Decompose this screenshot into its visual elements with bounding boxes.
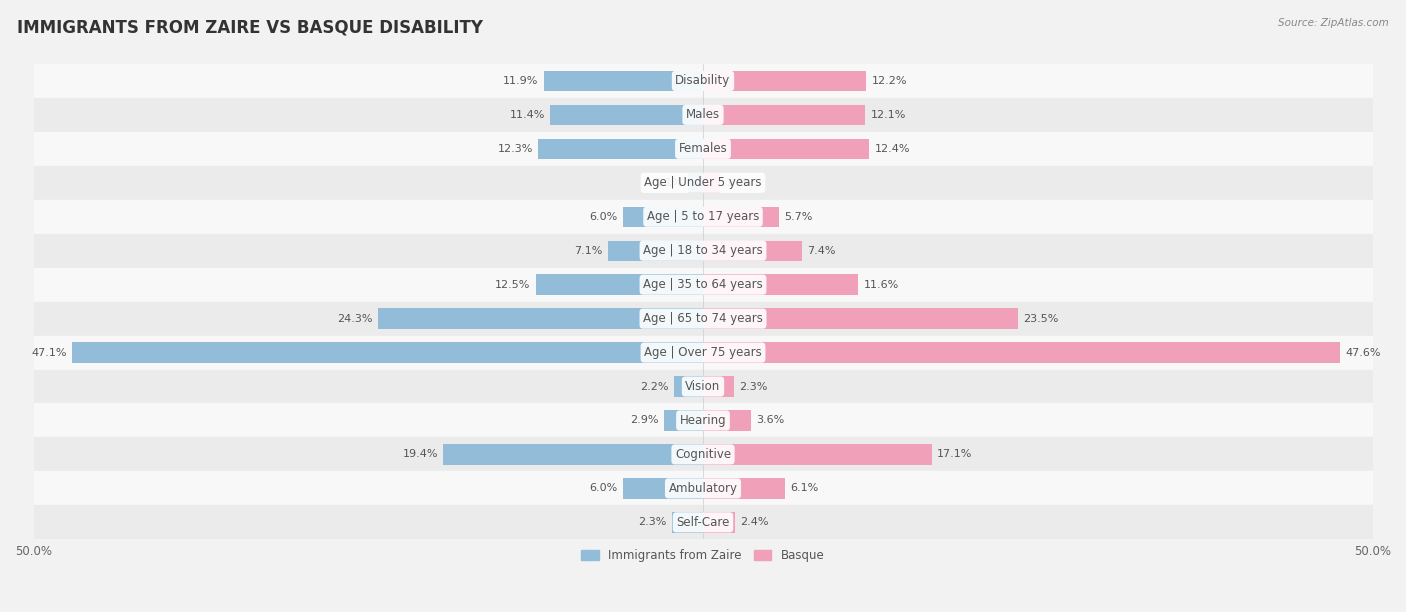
Bar	[443, 444, 703, 465]
Text: Age | Over 75 years: Age | Over 75 years	[644, 346, 762, 359]
Bar	[544, 71, 703, 91]
Text: Age | 5 to 17 years: Age | 5 to 17 years	[647, 211, 759, 223]
Text: 5.7%: 5.7%	[785, 212, 813, 222]
Text: Males: Males	[686, 108, 720, 121]
Text: 47.6%: 47.6%	[1346, 348, 1381, 357]
Text: 6.0%: 6.0%	[589, 483, 617, 493]
Bar	[34, 132, 1372, 166]
Bar	[703, 410, 751, 431]
Text: 6.0%: 6.0%	[589, 212, 617, 222]
Text: 3.6%: 3.6%	[756, 416, 785, 425]
Bar	[703, 376, 734, 397]
Bar	[378, 308, 703, 329]
Text: 17.1%: 17.1%	[938, 449, 973, 460]
Bar	[703, 342, 1340, 363]
Bar	[607, 241, 703, 261]
Text: 12.3%: 12.3%	[498, 144, 533, 154]
Bar	[672, 512, 703, 532]
Text: 2.2%: 2.2%	[640, 381, 668, 392]
Bar	[664, 410, 703, 431]
Bar	[538, 139, 703, 159]
Text: Vision: Vision	[685, 380, 721, 393]
Bar	[34, 302, 1372, 335]
Bar	[536, 274, 703, 295]
Bar	[34, 438, 1372, 471]
Text: 7.1%: 7.1%	[574, 245, 603, 256]
Bar	[703, 444, 932, 465]
Bar	[703, 308, 1018, 329]
Text: 19.4%: 19.4%	[402, 449, 437, 460]
Bar	[34, 64, 1372, 98]
Text: 11.6%: 11.6%	[863, 280, 898, 289]
Bar	[34, 506, 1372, 539]
Text: 47.1%: 47.1%	[31, 348, 67, 357]
Bar	[703, 512, 735, 532]
Text: 12.1%: 12.1%	[870, 110, 905, 120]
Bar	[34, 267, 1372, 302]
Text: 11.4%: 11.4%	[509, 110, 546, 120]
Bar	[703, 71, 866, 91]
Bar	[72, 342, 703, 363]
Text: 1.3%: 1.3%	[725, 178, 754, 188]
Text: 6.1%: 6.1%	[790, 483, 818, 493]
Text: 12.4%: 12.4%	[875, 144, 910, 154]
Legend: Immigrants from Zaire, Basque: Immigrants from Zaire, Basque	[576, 544, 830, 567]
Bar	[703, 241, 801, 261]
Bar	[550, 105, 703, 125]
Bar	[623, 478, 703, 499]
Bar	[34, 200, 1372, 234]
Text: 2.9%: 2.9%	[630, 416, 659, 425]
Bar	[34, 403, 1372, 438]
Text: IMMIGRANTS FROM ZAIRE VS BASQUE DISABILITY: IMMIGRANTS FROM ZAIRE VS BASQUE DISABILI…	[17, 18, 482, 36]
Text: 12.5%: 12.5%	[495, 280, 530, 289]
Text: Disability: Disability	[675, 75, 731, 88]
Bar	[623, 207, 703, 227]
Text: Self-Care: Self-Care	[676, 516, 730, 529]
Text: Age | 65 to 74 years: Age | 65 to 74 years	[643, 312, 763, 325]
Text: 23.5%: 23.5%	[1024, 313, 1059, 324]
Text: Age | Under 5 years: Age | Under 5 years	[644, 176, 762, 189]
Text: Cognitive: Cognitive	[675, 448, 731, 461]
Bar	[703, 173, 720, 193]
Text: 2.4%: 2.4%	[741, 517, 769, 528]
Bar	[703, 207, 779, 227]
Bar	[34, 98, 1372, 132]
Text: 7.4%: 7.4%	[807, 245, 837, 256]
Text: 11.9%: 11.9%	[503, 76, 538, 86]
Text: 12.2%: 12.2%	[872, 76, 907, 86]
Text: 2.3%: 2.3%	[638, 517, 666, 528]
Bar	[673, 376, 703, 397]
Text: Hearing: Hearing	[679, 414, 727, 427]
Text: Source: ZipAtlas.com: Source: ZipAtlas.com	[1278, 18, 1389, 28]
Text: Age | 18 to 34 years: Age | 18 to 34 years	[643, 244, 763, 257]
Text: 2.3%: 2.3%	[740, 381, 768, 392]
Bar	[689, 173, 703, 193]
Bar	[34, 166, 1372, 200]
Bar	[34, 335, 1372, 370]
Bar	[703, 105, 865, 125]
Text: 1.1%: 1.1%	[655, 178, 683, 188]
Bar	[34, 234, 1372, 267]
Bar	[703, 478, 785, 499]
Bar	[703, 274, 858, 295]
Text: Females: Females	[679, 143, 727, 155]
Bar	[34, 471, 1372, 506]
Bar	[34, 370, 1372, 403]
Text: 24.3%: 24.3%	[337, 313, 373, 324]
Bar	[703, 139, 869, 159]
Text: Age | 35 to 64 years: Age | 35 to 64 years	[643, 278, 763, 291]
Text: Ambulatory: Ambulatory	[668, 482, 738, 495]
